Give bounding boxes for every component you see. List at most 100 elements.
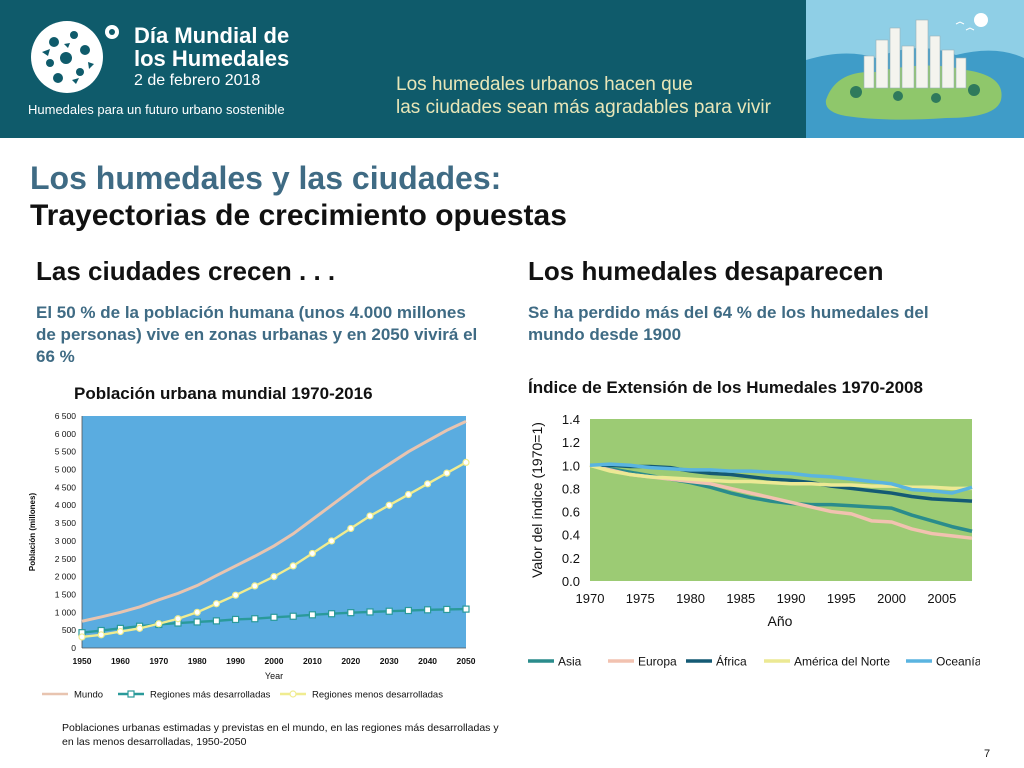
chart1-point-regiones-menos-desarrolladas [212, 600, 220, 608]
chart1-legend-label: Regiones más desarrolladas [150, 690, 271, 701]
chart2-ytick-label: 1.2 [562, 435, 580, 450]
chart2-legend-label: Oceanía [936, 655, 980, 669]
chart1-xlabel: Year [265, 671, 283, 681]
chart1-ytick-label: 3 000 [55, 536, 77, 546]
chart1-point-regiones-menos-desarrolladas [289, 562, 297, 570]
chart1-xtick-label: 2020 [341, 656, 360, 666]
chart1-series-mundo [81, 419, 467, 623]
urban-population-chart-title: Población urbana mundial 1970-2016 [74, 384, 373, 403]
chart1-point-regiones-menos-desarrolladas [404, 490, 412, 499]
chart1-ytick-label: 4 500 [55, 482, 77, 492]
chart1-xtick-label: 2050 [457, 656, 476, 666]
banner-message-line2: las ciudades sean más agradables para vi… [396, 97, 771, 118]
chart1-legend-label: Regiones menos desarrolladas [312, 690, 443, 701]
chart1-point-regiones-mas-desarrolladas [232, 615, 240, 624]
chart1-point-regiones-menos-desarrolladas [328, 537, 336, 545]
chart2-ytick-label: 0.2 [562, 551, 580, 566]
brand-date: 2 de febrero 2018 [134, 72, 261, 89]
chart2-ytick-label: 1.4 [562, 412, 580, 427]
chart1-xtick-label: 1970 [149, 656, 168, 666]
chart1-ytick-label: 1 500 [55, 589, 77, 599]
chart1-point-regiones-menos-desarrolladas [116, 627, 125, 636]
right-column-heading: Los humedales desaparecen [528, 256, 884, 286]
chart1-legend-marker [289, 690, 297, 698]
chart2-xtick-label: 1975 [626, 591, 655, 606]
chart1-point-regiones-mas-desarrolladas [462, 605, 470, 613]
chart2-xtick-label: 2005 [927, 591, 956, 606]
chart1-point-regiones-menos-desarrolladas [270, 573, 278, 581]
chart1-ytick-label: 6 000 [55, 429, 77, 439]
chart1-point-regiones-mas-desarrolladas [328, 610, 336, 618]
chart2-ylabel: Valor del índice (1970=1) [529, 422, 545, 578]
chart1-legend: Mundo Regiones más desarrolladas Regiones … [42, 690, 443, 701]
chart2-legend-label: Europa [638, 655, 677, 669]
chart1-point-regiones-menos-desarrolladas [424, 480, 432, 488]
chart2-ytick-label: 0.0 [562, 574, 580, 589]
slide-subtitle: Trayectorias de crecimiento opuestas [30, 199, 567, 232]
wetland-extent-chart-title: Índice de Extensión de los Humedales 197… [528, 378, 923, 397]
chart2-xtick-label: 2000 [877, 591, 906, 606]
slide-title: Los humedales y las ciudades: [30, 160, 502, 196]
left-column-text: El 50 % de la población humana (unos 4.0… [36, 303, 478, 366]
chart1-point-regiones-mas-desarrolladas [270, 613, 278, 621]
chart1-point-regiones-mas-desarrolladas [251, 615, 259, 623]
chart1-point-regiones-mas-desarrolladas [443, 605, 451, 614]
city-island-illustration [806, 0, 1024, 138]
chart1-xtick-label: 1950 [73, 656, 92, 666]
chart1-point-regiones-menos-desarrolladas [232, 591, 240, 599]
chart2-legend: Asia Europa África América del Norte Oceanía [528, 654, 980, 669]
chart1-point-regiones-menos-desarrolladas [385, 501, 393, 509]
chart1-point-regiones-menos-desarrolladas [366, 512, 374, 520]
chart2-series-oceania [589, 462, 973, 495]
chart1-ytick-label: 0 [71, 643, 76, 653]
chart1-point-regiones-menos-desarrolladas [135, 624, 144, 632]
chart2-ytick-label: 0.4 [562, 528, 580, 543]
chart1-ylabel: Población (millones) [28, 493, 37, 572]
chart2-legend-label: América del Norte [794, 655, 890, 669]
chart1-xtick-label: 1980 [188, 656, 207, 666]
chart-caption: Poblaciones urbanas estimadas y prevista… [62, 722, 499, 748]
chart1-ytick-label: 6 500 [55, 411, 77, 421]
chart1-ytick-label: 4 000 [55, 500, 77, 510]
chart1-point-regiones-menos-desarrolladas [308, 549, 316, 558]
chart1-point-regiones-menos-desarrolladas [193, 608, 201, 616]
chart1-xtick-label: 1960 [111, 656, 130, 666]
chart1-legend-label: Mundo [74, 690, 103, 701]
chart1-legend-marker [127, 690, 135, 698]
left-column-heading: Las ciudades crecen . . . [36, 256, 336, 286]
chart2-xtick-label: 1990 [777, 591, 806, 606]
chart1-point-regiones-mas-desarrolladas [308, 611, 316, 619]
world-wetlands-day-logo [31, 21, 119, 93]
chart1-point-regiones-mas-desarrolladas [289, 612, 297, 620]
chart1-point-regiones-mas-desarrolladas [212, 617, 220, 625]
brand-title-line1: Día Mundial de [134, 23, 290, 48]
chart1-ytick-label: 5 500 [55, 447, 77, 457]
chart1-ytick-label: 500 [62, 625, 76, 635]
chart1-ytick-label: 1 000 [55, 607, 77, 617]
chart1-point-regiones-menos-desarrolladas [174, 615, 182, 623]
chart1-point-regiones-menos-desarrolladas [347, 524, 355, 533]
chart1-ytick-label: 2 500 [55, 554, 77, 564]
urban-population-chart: 0 500 1 000 1 500 2 000 2 500 3 000 3 500 4 000 4… [28, 411, 476, 701]
chart2-xtick-label: 1995 [827, 591, 856, 606]
chart2-ytick-label: 0.6 [562, 505, 580, 520]
chart1-point-regiones-menos-desarrolladas [443, 469, 451, 477]
chart1-point-regiones-menos-desarrolladas [462, 458, 470, 467]
chart1-point-regiones-mas-desarrolladas [347, 609, 355, 617]
page-number: 7 [984, 748, 991, 760]
chart1-point-regiones-menos-desarrolladas [78, 633, 86, 641]
chart1-xtick-label: 2000 [265, 656, 284, 666]
chart1-point-regiones-mas-desarrolladas [366, 608, 374, 616]
chart1-point-regiones-mas-desarrolladas [424, 606, 432, 614]
chart1-xtick-label: 2040 [418, 656, 437, 666]
chart2-ytick-label: 1.0 [562, 458, 580, 473]
chart1-ytick-label: 3 500 [55, 518, 77, 528]
chart1-point-regiones-mas-desarrolladas [193, 618, 201, 626]
chart1-ytick-label: 2 000 [55, 572, 77, 582]
chart2-xlabel: Año [768, 613, 793, 629]
chart1-point-regiones-mas-desarrolladas [404, 606, 412, 615]
chart1-xtick-label: 2030 [380, 656, 399, 666]
right-column-text: Se ha perdido más del 64 % de los humeda… [528, 303, 929, 344]
chart1-point-regiones-menos-desarrolladas [251, 582, 259, 590]
chart2-xtick-label: 1985 [726, 591, 755, 606]
